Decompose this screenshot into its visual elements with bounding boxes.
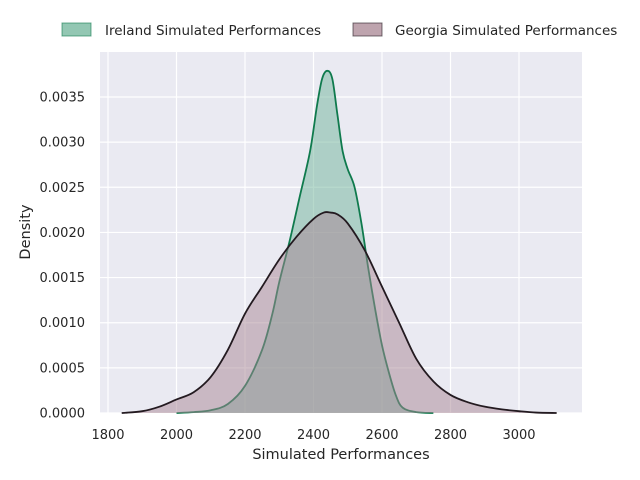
y-tick-label: 0.0025 <box>40 181 86 196</box>
x-axis-ticks: 1800 2000 2200 2400 2600 2800 3000 <box>91 428 535 443</box>
y-tick-label: 0.0020 <box>40 226 86 241</box>
y-axis-label: Density <box>18 204 34 260</box>
legend: Ireland Simulated Performances Georgia S… <box>61 22 617 39</box>
legend-label-ireland: Ireland Simulated Performances <box>105 23 321 39</box>
y-tick-label: 0.0010 <box>40 316 86 331</box>
y-tick-label: 0.0015 <box>40 271 86 286</box>
y-tick-label: 0.0035 <box>40 91 86 106</box>
legend-swatch-ireland <box>61 22 92 37</box>
x-tick-label: 3000 <box>502 428 535 443</box>
x-tick-label: 2200 <box>228 428 261 443</box>
x-tick-label: 2800 <box>434 428 467 443</box>
x-tick-label: 2000 <box>160 428 193 443</box>
x-axis-label: Simulated Performances <box>252 447 429 463</box>
x-tick-label: 2400 <box>297 428 330 443</box>
series-line-georgia <box>121 211 557 414</box>
x-tick-label: 1800 <box>91 428 124 443</box>
x-tick-label: 2600 <box>365 428 398 443</box>
series-area-georgia <box>121 212 557 413</box>
legend-label-georgia: Georgia Simulated Performances <box>395 23 617 39</box>
y-tick-label: 0.0030 <box>40 136 86 151</box>
y-tick-label: 0.0005 <box>40 361 86 376</box>
legend-swatch-georgia <box>352 22 383 37</box>
series-layer <box>121 69 557 414</box>
y-axis-ticks: 0.0000 0.0005 0.0010 0.0015 0.0020 0.0025 0.00… <box>40 91 86 422</box>
y-tick-label: 0.0000 <box>40 407 86 422</box>
